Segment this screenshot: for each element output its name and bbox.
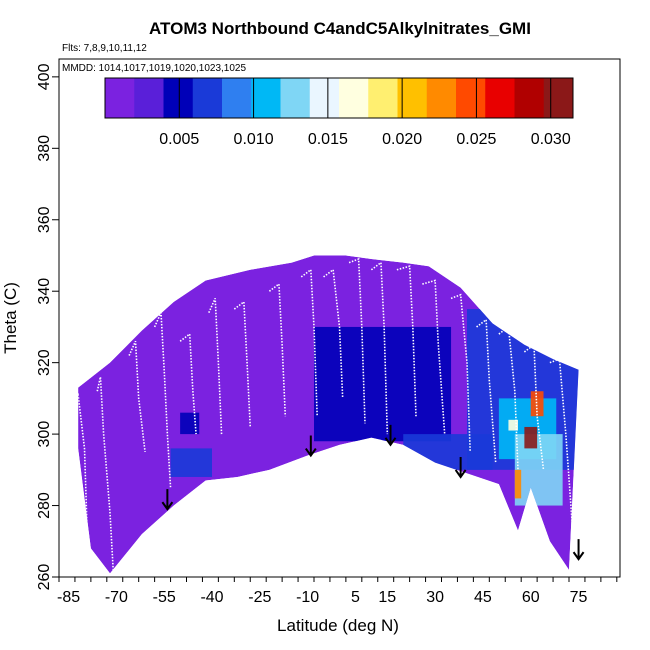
y-tick-label: 280 (36, 492, 53, 519)
x-tick-label: -55 (153, 589, 176, 606)
profile-arrow (384, 424, 397, 447)
concentration-patch (524, 426, 538, 449)
flight-track (396, 265, 417, 417)
colorbar-segment (222, 78, 252, 118)
flight-track (96, 376, 114, 570)
x-tick-label: 45 (474, 589, 492, 606)
x-tick-label: -40 (200, 589, 223, 606)
colorbar-segment (280, 78, 311, 118)
y-tick-label: 340 (36, 278, 53, 305)
concentration-patch (508, 419, 518, 431)
colorbar-segment (485, 78, 515, 118)
concentration-patch (170, 448, 212, 477)
colorbar-frame (104, 77, 574, 119)
dates-label: MMDD: 1014,1017,1019,1020,1023,1025 (62, 63, 246, 74)
x-tick-label: 15 (378, 589, 396, 606)
flight-track (422, 279, 446, 435)
flight-track (233, 300, 252, 427)
flight-track (370, 261, 389, 435)
x-tick-label: 5 (351, 589, 360, 606)
y-tick-label: 400 (36, 63, 53, 90)
colorbar-tick-label: 0.030 (531, 131, 571, 148)
profile-arrow (304, 435, 317, 458)
x-axis-label: Latitude (deg N) (277, 616, 399, 635)
x-tick-label: 30 (426, 589, 444, 606)
colorbar-tick-label: 0.020 (382, 131, 422, 148)
y-tick-label: 300 (36, 421, 53, 448)
colorbar-segment (456, 78, 486, 118)
x-tick-label: -10 (296, 589, 319, 606)
flight-track (153, 312, 172, 488)
colorbar-segment (163, 78, 194, 118)
concentration-patch (514, 434, 563, 506)
y-tick-label: 360 (36, 206, 53, 233)
flight-track (128, 340, 146, 453)
colorbar-tick-label: 0.025 (456, 131, 496, 148)
x-tick-label: -70 (105, 589, 128, 606)
colorbar-tick-label: 0.005 (159, 131, 199, 148)
x-tick-label: 75 (570, 589, 588, 606)
chart-title: ATOM3 Northbound C4andC5Alkylnitrates_GM… (149, 19, 531, 38)
y-tick-label: 380 (36, 135, 53, 162)
x-tick-label: -25 (248, 589, 271, 606)
colorbar-segment (368, 78, 398, 118)
profile-arrow (161, 489, 174, 511)
colorbar-tick-label: 0.010 (234, 131, 274, 148)
flight-track (348, 257, 366, 424)
colorbar-tick-label: 0.015 (308, 131, 348, 148)
plot-frame (58, 58, 621, 578)
y-axis-label: Theta (C) (1, 282, 20, 354)
concentration-patch (514, 469, 522, 499)
x-tick-label: -85 (57, 589, 80, 606)
colorbar-segment (251, 78, 281, 118)
colorbar-segment (309, 78, 340, 118)
flight-track (179, 332, 197, 435)
y-tick-label: 320 (36, 349, 53, 376)
colorbar-segment (426, 78, 457, 118)
colorbar-segment (514, 78, 545, 118)
profile-arrow (454, 456, 467, 479)
concentration-patch (314, 326, 452, 442)
flight-track (450, 293, 471, 452)
concentration-patch (530, 391, 544, 417)
flight-track (268, 282, 287, 417)
x-tick-label: 60 (522, 589, 540, 606)
colorbar-segment (134, 78, 164, 118)
flight-track (476, 318, 497, 463)
colorbar-segment (105, 78, 135, 118)
flight-track (323, 268, 344, 399)
flights-label: Flts: 7,8,9,10,11,12 (62, 43, 147, 54)
colorbar-segment (339, 78, 369, 118)
y-tick-label: 260 (36, 564, 53, 591)
profile-arrow (572, 539, 585, 561)
colorbar-segment (192, 78, 223, 118)
colorbar-segment (543, 78, 574, 118)
